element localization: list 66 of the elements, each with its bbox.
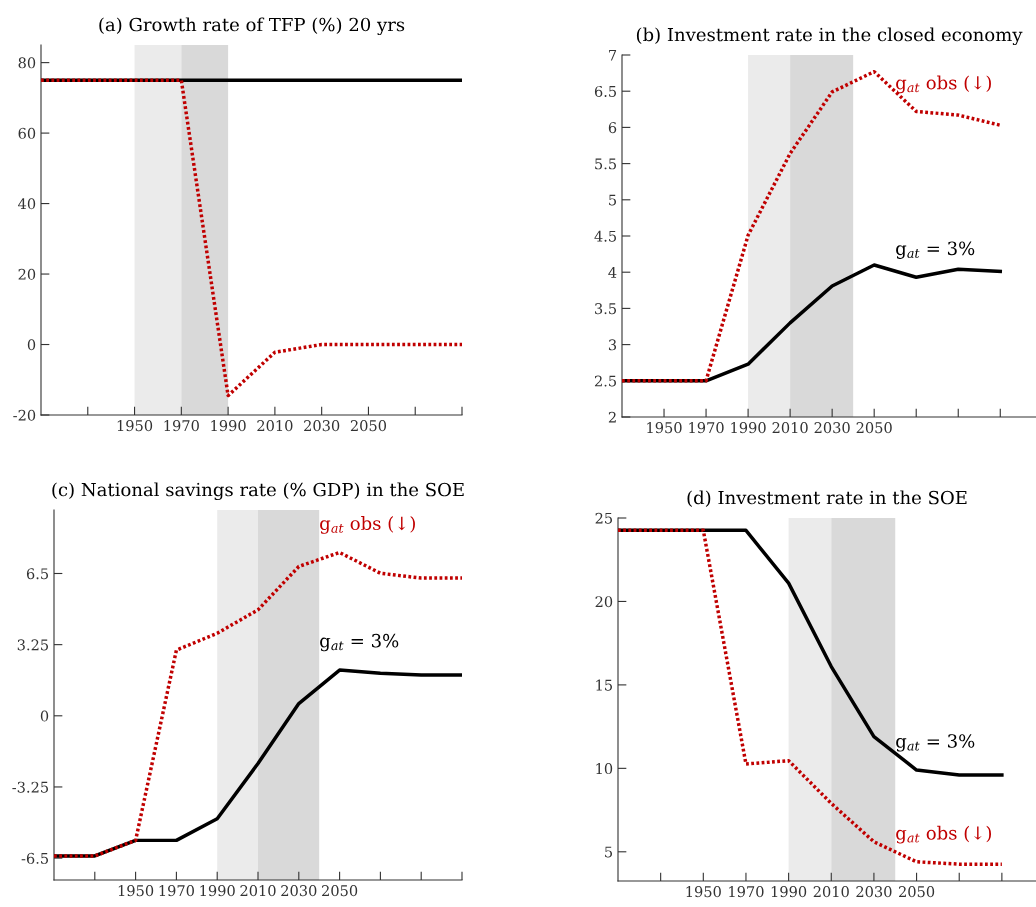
y-tick-label: 5 [609,194,617,206]
x-tick-label: 2050 [856,422,892,434]
x-tick-label: 2010 [813,886,849,898]
x-tick-label: 2030 [856,886,892,898]
y-tick-label: 10 [596,763,613,775]
x-tick-label: 2050 [350,420,387,432]
line-series [54,550,462,858]
x-tick-label: 1990 [200,885,235,897]
y-tick-label: 25 [595,512,613,524]
x-tick-label: 1970 [159,885,194,897]
x-tick-label: 1990 [771,886,807,898]
series-label: g$_{at}$ = 3% [896,734,975,752]
y-tick-label: 4.5 [594,230,617,242]
y-tick-label: 3.5 [595,303,617,315]
series-label: g$_{at}$ = 3% [320,633,399,652]
y-tick-label: 3 [608,339,617,351]
y-tick-label: 6.5 [594,85,617,97]
y-tick-label: 3.25 [17,639,49,651]
x-tick-label: 1970 [689,422,724,434]
y-tick-label: 20 [18,268,36,280]
series-label: g$_{at}$ obs (↓) [896,825,992,844]
series-label: g$_{at}$ obs (↓) [896,75,991,94]
y-tick-label: 80 [18,57,36,69]
y-tick-label: 6 [608,122,617,134]
line-series [618,528,1004,866]
y-tick-label: 0 [40,710,49,722]
chart-title: (d) Investment rate in the SOE [687,490,967,507]
line-series [618,528,1004,777]
x-tick-label: 2010 [240,885,276,897]
series-label: g$_{at}$ = 3% [896,241,975,259]
y-tick-label: -20 [13,409,36,421]
x-tick-label: 1950 [686,886,721,898]
y-tick-label: 2 [608,411,616,423]
y-tick-label: 2.5 [594,375,617,387]
x-tick-label: 1990 [731,422,766,434]
chart-title: (a) Growth rate of TFP (%) 20 yrs [99,17,405,36]
y-tick-label: 6.5 [26,568,49,580]
y-tick-label: 5.5 [595,158,617,170]
x-tick-label: 2050 [899,886,935,898]
chart-title: (c) National savings rate (% GDP) in the SOE [52,482,464,501]
y-tick-label: 0 [27,339,36,351]
x-tick-label: 1950 [647,422,682,434]
x-tick-label: 1990 [211,420,246,432]
x-tick-label: 1970 [164,420,199,432]
x-tick-label: 2010 [257,420,293,432]
x-tick-label: 2010 [772,422,808,434]
x-tick-label: 2030 [814,422,850,434]
y-tick-label: 7 [609,49,617,61]
chart-title: (b) Investment rate in the closed economy [636,27,1023,46]
y-tick-label: -6.5 [21,852,49,864]
x-tick-label: 1970 [729,886,764,898]
x-tick-label: 1950 [118,885,154,897]
y-tick-label: 5 [605,846,613,858]
line-series [622,69,1003,383]
y-tick-label: 15 [596,679,613,691]
x-tick-label: 2030 [304,420,340,432]
y-tick-label: 40 [18,198,36,210]
y-tick-label: 60 [18,127,36,139]
y-tick-label: 4 [608,266,617,278]
x-tick-label: 2030 [281,885,317,897]
line-series [41,78,462,398]
x-tick-label: 1950 [117,420,153,432]
y-tick-label: -3.25 [12,781,49,793]
y-tick-label: 20 [595,596,613,608]
series-label: g$_{at}$ obs (↓) [320,516,415,534]
x-tick-label: 2050 [322,885,358,897]
